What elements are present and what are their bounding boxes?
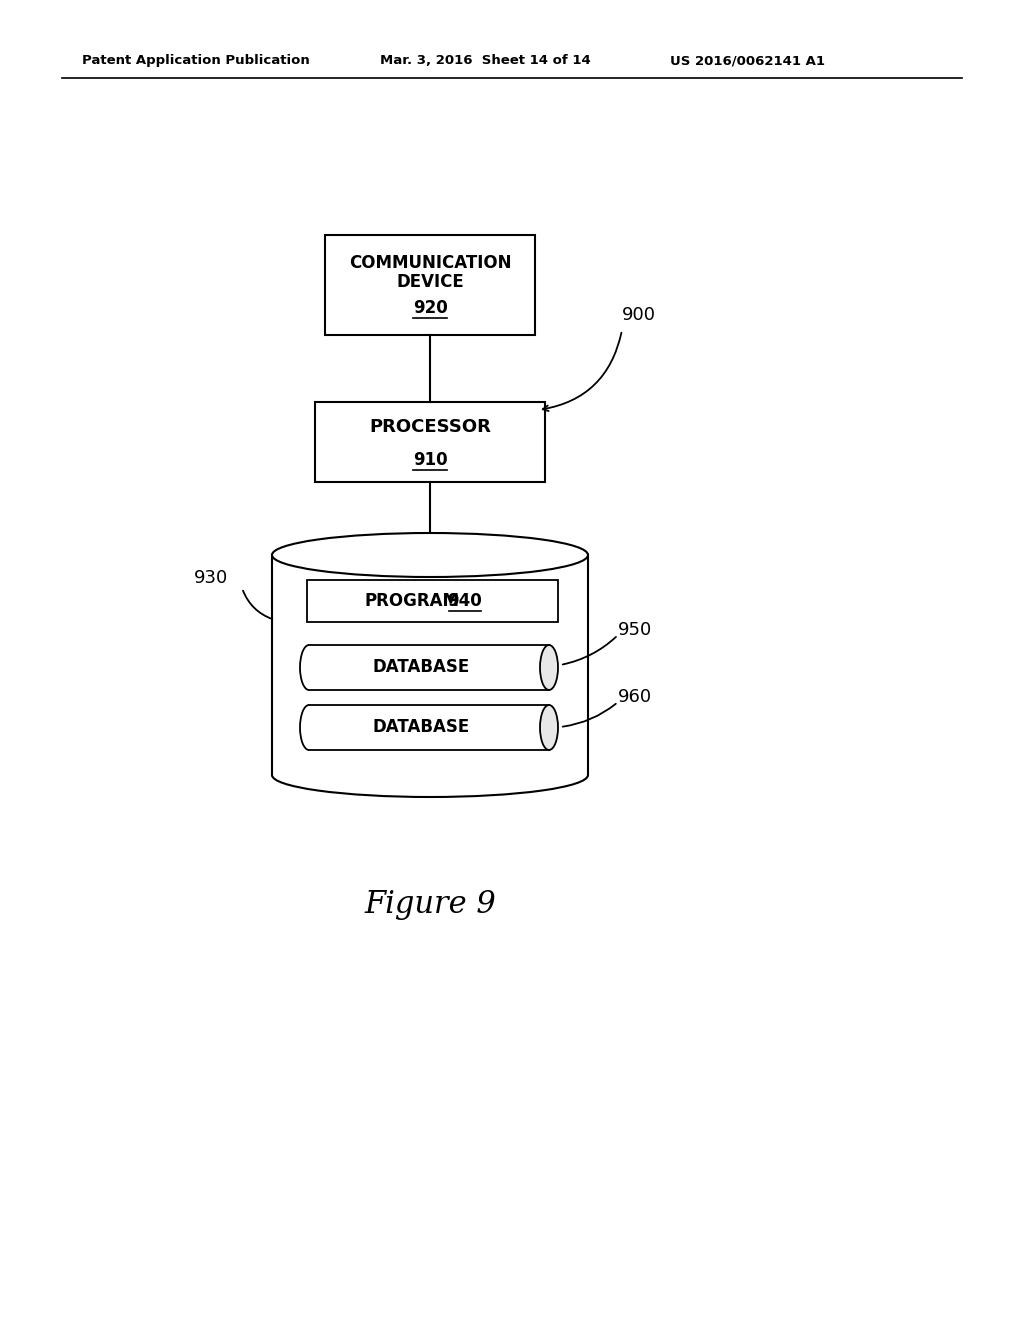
Text: 910: 910 <box>413 451 447 469</box>
Text: PROGRAM: PROGRAM <box>365 591 460 610</box>
Ellipse shape <box>272 752 588 797</box>
Text: DATABASE: DATABASE <box>373 718 470 737</box>
FancyBboxPatch shape <box>307 579 558 622</box>
Ellipse shape <box>540 645 558 690</box>
Text: 960: 960 <box>618 688 652 706</box>
Text: 950: 950 <box>618 620 652 639</box>
FancyBboxPatch shape <box>315 403 545 482</box>
Text: DATABASE: DATABASE <box>373 659 470 676</box>
FancyBboxPatch shape <box>272 554 588 775</box>
Text: COMMUNICATION: COMMUNICATION <box>349 253 511 272</box>
Text: Figure 9: Figure 9 <box>365 890 496 920</box>
FancyBboxPatch shape <box>300 705 558 750</box>
Text: Patent Application Publication: Patent Application Publication <box>82 54 309 67</box>
FancyBboxPatch shape <box>300 645 558 690</box>
Text: 940: 940 <box>447 591 482 610</box>
Text: 930: 930 <box>194 569 228 587</box>
Text: US 2016/0062141 A1: US 2016/0062141 A1 <box>670 54 825 67</box>
Text: 920: 920 <box>413 300 447 317</box>
Text: 900: 900 <box>622 306 656 323</box>
Ellipse shape <box>540 705 558 750</box>
Text: DEVICE: DEVICE <box>396 273 464 290</box>
Text: PROCESSOR: PROCESSOR <box>369 418 490 436</box>
Ellipse shape <box>272 533 588 577</box>
Text: Mar. 3, 2016  Sheet 14 of 14: Mar. 3, 2016 Sheet 14 of 14 <box>380 54 591 67</box>
FancyBboxPatch shape <box>325 235 535 335</box>
